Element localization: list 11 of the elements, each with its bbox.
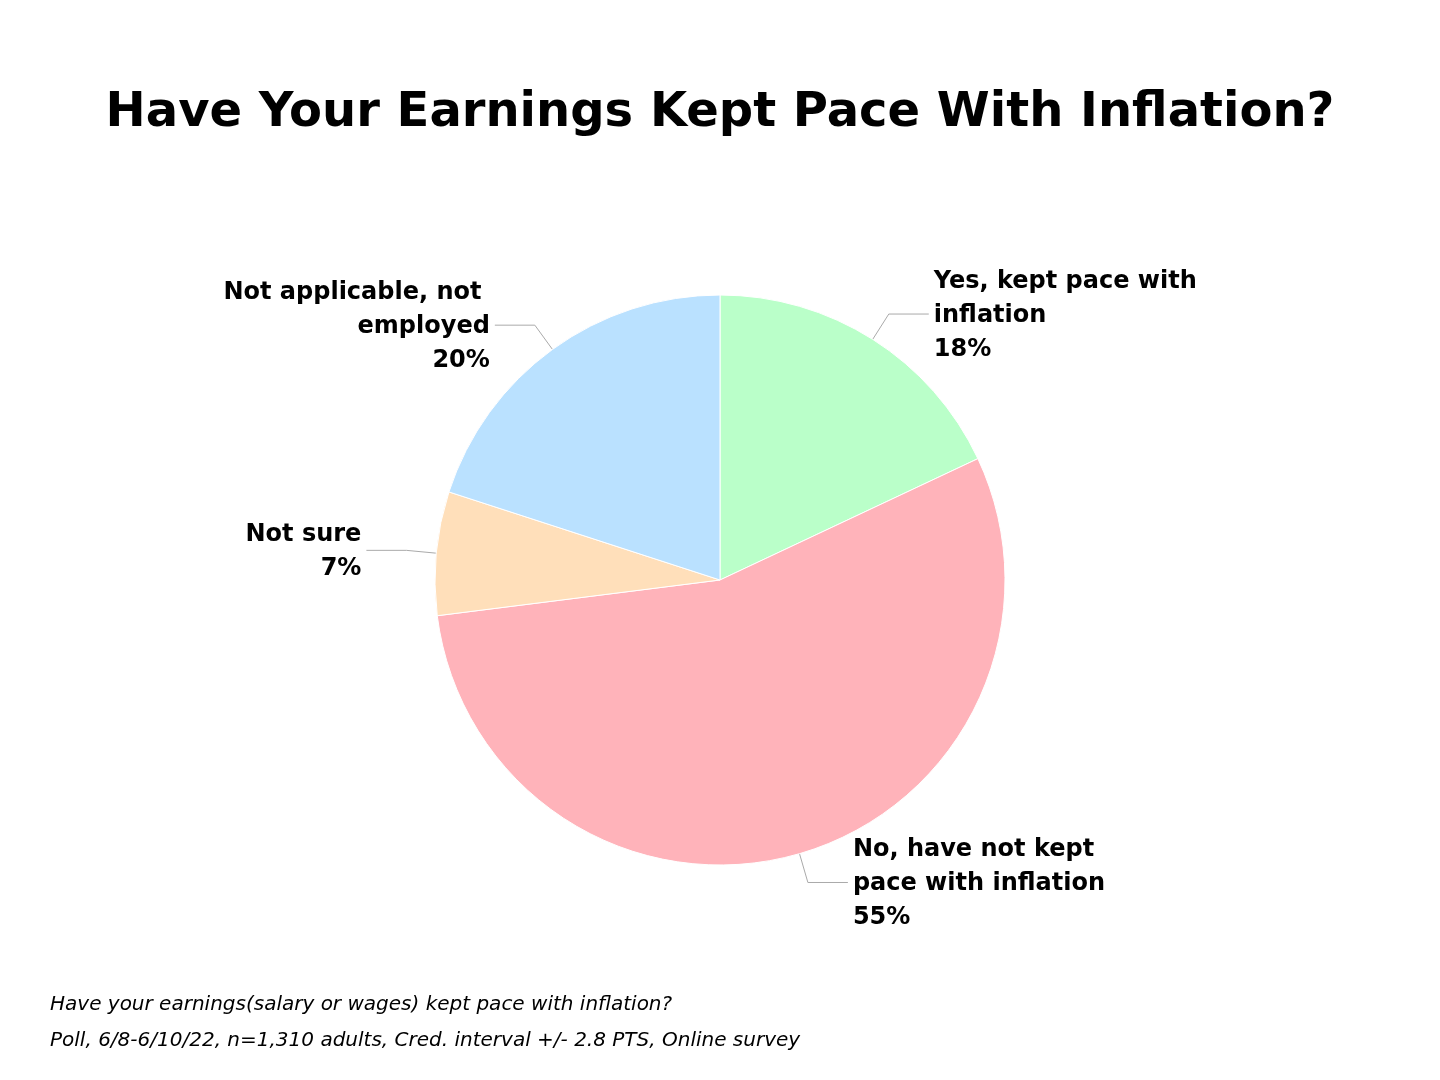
- data-label: 55%: [852, 902, 911, 931]
- slice-label: Not sure: [245, 519, 362, 548]
- data-label: 18%: [933, 334, 992, 363]
- text: Poll, 6/8-6/10/22, n=1,310 adults, Cred. interval +/- 2.8 PTS, Online survey: [50, 1026, 801, 1053]
- chart-title: Have Your Earnings Kept Pace With Inflation?: [105, 81, 1335, 137]
- data-label: 20%: [432, 345, 490, 374]
- data-label: 7%: [320, 553, 362, 582]
- text: Have your earnings(salary or wages) kept pace with inflation?: [50, 990, 674, 1017]
- slice-label: No, have not kept pace with inflation: [852, 834, 1106, 897]
- slice-label: Yes, kept pace with inflation: [932, 266, 1206, 329]
- slice-label: Not applicable, not employed: [223, 277, 490, 340]
